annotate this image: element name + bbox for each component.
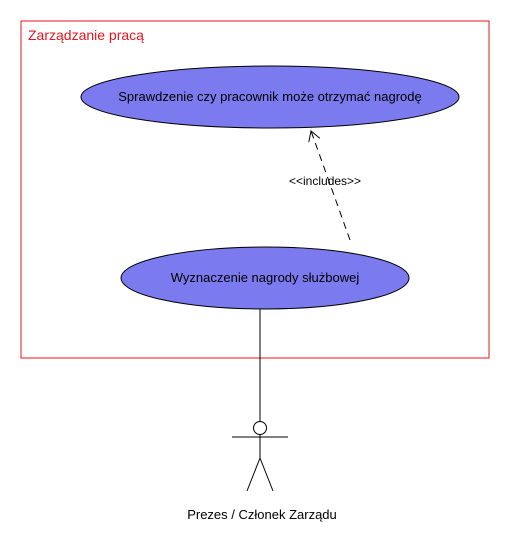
use-case-assign-award[interactable]: Wyznaczenie nagrody służbowej <box>120 246 410 310</box>
use-case-assign-award-label: Wyznaczenie nagrody służbowej <box>171 270 360 285</box>
actor-board[interactable]: Prezes / Członek Zarządu <box>187 421 337 523</box>
include-label: <<includes>> <box>289 174 361 188</box>
system-boundary-frame <box>20 20 490 359</box>
actor-right-leg <box>259 457 274 492</box>
use-case-check-eligibility-shape <box>80 65 460 129</box>
actor-left-leg <box>246 457 261 492</box>
use-case-check-eligibility-label: Sprawdzenie czy pracownik może otrzymać … <box>118 89 421 104</box>
actor-head <box>253 421 267 435</box>
use-case-assign-award-shape <box>120 246 410 310</box>
include-relationship[interactable]: <<includes>> <box>289 131 361 241</box>
system-boundary[interactable]: Zarządzanie pracą <box>20 20 490 359</box>
system-boundary-title: Zarządzanie pracą <box>28 27 144 43</box>
actor-label: Prezes / Członek Zarządu <box>187 507 337 522</box>
use-case-check-eligibility[interactable]: Sprawdzenie czy pracownik może otrzymać … <box>80 65 460 129</box>
include-dashed-line <box>311 131 351 241</box>
